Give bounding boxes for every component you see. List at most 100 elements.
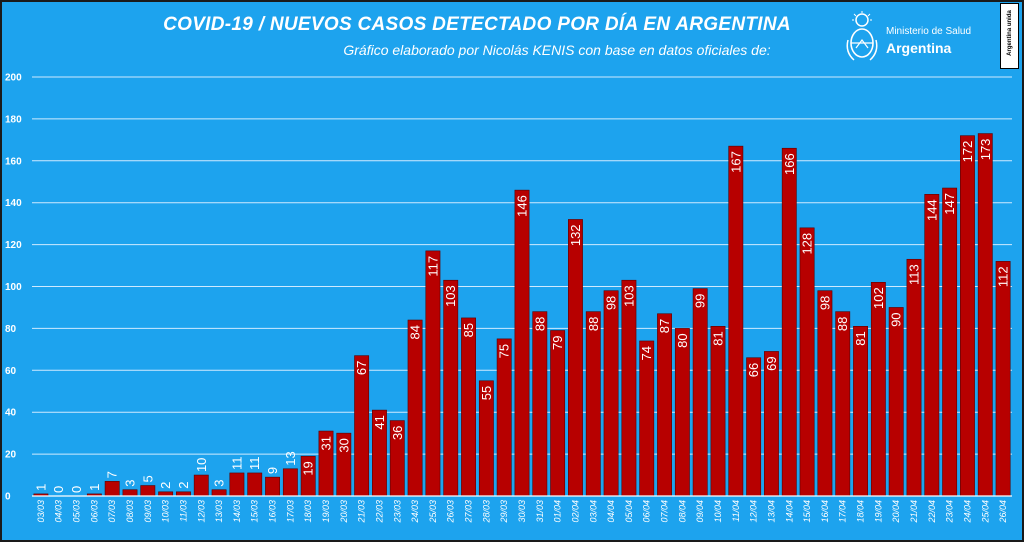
bar [158,491,174,497]
data-label: 90 [889,312,904,326]
data-label: 11 [229,456,244,470]
x-tick-label: 02/04 [570,500,580,523]
x-tick-label: 16/03 [268,500,278,523]
coat-of-arms-icon [846,11,878,61]
data-label: 3 [212,479,227,486]
argentina-unida-badge: Argentina unida [1000,3,1019,69]
x-tick-label: 05/04 [624,500,634,523]
x-tick-label: 09/03 [143,500,153,523]
x-tick-label: 30/03 [517,500,527,523]
x-tick-label: 06/03 [89,500,99,523]
data-label: 103 [621,285,636,307]
x-tick-label: 28/03 [481,500,491,524]
bar [282,468,298,497]
x-tick-label: 12/04 [749,500,759,523]
x-tick-label: 26/04 [998,500,1008,524]
x-tick-label: 05/03 [72,500,82,523]
data-label: 88 [835,317,850,331]
ministry-logo: Ministerio de Salud Argentina [842,10,992,66]
data-label: 112 [996,266,1011,287]
country-name: Argentina [886,40,952,56]
x-tick-label: 14/04 [784,500,794,523]
data-label: 69 [764,356,779,370]
data-label: 132 [568,224,583,246]
bar [977,133,993,497]
x-tick-label: 13/03 [214,500,224,523]
data-label: 102 [871,287,886,309]
bar [247,472,263,497]
bar [960,135,975,497]
bar [674,328,690,497]
data-label: 75 [497,344,512,358]
x-tick-label: 07/03 [107,500,117,523]
y-tick-label: 100 [5,282,22,293]
y-tick-label: 160 [5,156,22,167]
data-label: 147 [942,193,957,215]
data-label: 11 [247,456,262,470]
data-label: 0 [69,486,84,493]
data-label: 98 [604,296,619,310]
data-label: 55 [479,386,494,400]
bar [461,317,476,497]
bar [407,319,423,497]
data-label: 0 [51,486,66,493]
bar [942,187,958,497]
data-label: 2 [158,482,173,489]
bar [140,485,156,497]
data-label: 1 [87,484,102,491]
bar [995,261,1011,497]
bar [639,340,655,497]
data-label: 128 [800,233,815,255]
x-tick-label: 22/03 [374,500,384,524]
data-label: 98 [817,296,832,310]
bar [764,351,779,497]
x-tick-label: 08/03 [125,500,135,523]
x-tick-label: 20/03 [339,500,349,524]
x-tick-label: 08/04 [677,500,687,523]
x-tick-label: 04/04 [606,500,616,523]
x-tick-label: 25/04 [980,500,990,524]
data-label: 5 [140,475,155,482]
bar [657,313,672,497]
y-tick-label: 200 [5,73,22,84]
x-tick-label: 26/03 [446,500,456,524]
data-label: 146 [515,195,530,217]
x-tick-label: 16/04 [820,500,830,523]
x-tick-label: 21/03 [357,500,367,524]
data-label: 172 [960,141,975,163]
x-tick-label: 14/03 [232,500,242,523]
data-label: 88 [532,317,547,331]
data-label: 31 [319,436,334,450]
bar [746,357,762,497]
data-label: 87 [657,319,672,333]
x-tick-label: 06/04 [642,500,652,523]
x-tick-label: 03/04 [588,500,598,523]
x-tick-label: 15/04 [802,500,812,523]
x-tick-label: 18/04 [856,500,866,523]
bar [888,307,904,497]
bar [853,326,868,497]
bar [176,491,191,497]
bar [229,472,245,497]
x-tick-label: 29/03 [499,500,509,524]
bar [122,489,138,497]
bar [354,355,370,497]
y-tick-label: 80 [5,324,17,335]
y-tick-label: 180 [5,114,22,125]
bar [211,489,227,497]
x-tick-label: 10/04 [713,500,723,523]
bar [104,481,120,497]
data-label: 79 [550,335,565,349]
x-tick-label: 03/03 [36,500,46,523]
bar [496,338,512,497]
chart-subtitle: Gráfico elaborado por Nicolás KENIS con … [343,42,771,58]
x-tick-label: 07/04 [660,500,670,523]
y-tick-label: 40 [5,408,17,419]
bar [906,258,922,497]
y-tick-label: 120 [5,240,22,251]
bar [817,290,833,497]
data-label: 7 [105,471,120,478]
x-tick-label: 18/03 [303,500,313,523]
x-tick-label: 04/03 [54,500,64,523]
